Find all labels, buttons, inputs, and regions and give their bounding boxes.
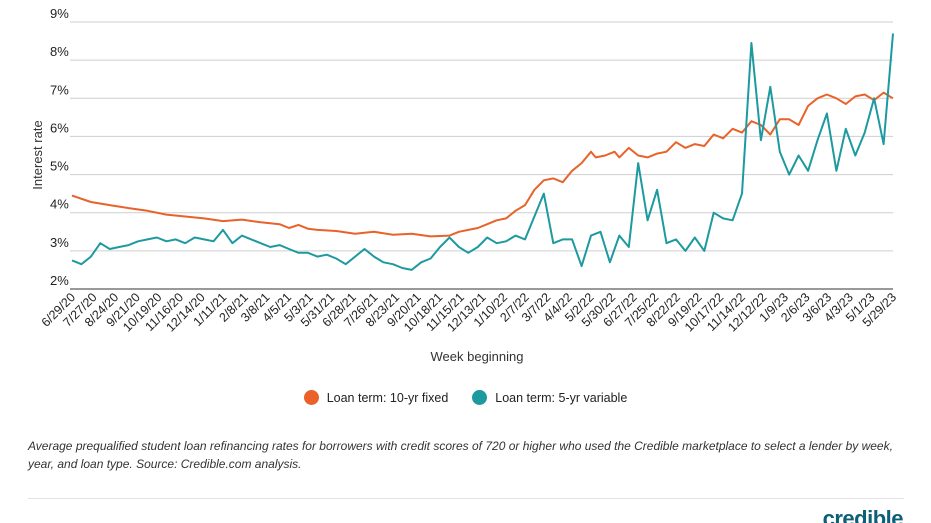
y-axis-title: Interest rate: [30, 120, 45, 189]
footer-divider: [28, 498, 904, 499]
y-tick-label: 6%: [50, 120, 69, 135]
y-tick-label: 2%: [50, 273, 69, 288]
x-axis-ticks: 6/29/207/27/208/24/209/21/2010/19/2011/1…: [39, 290, 899, 334]
y-tick-label: 8%: [50, 44, 69, 59]
legend-item-variable[interactable]: Loan term: 5-yr variable: [472, 390, 627, 405]
y-tick-label: 5%: [50, 159, 69, 174]
x-axis-title: Week beginning: [431, 349, 524, 364]
legend-item-fixed[interactable]: Loan term: 10-yr fixed: [303, 390, 449, 405]
y-tick-label: 4%: [50, 197, 69, 212]
y-tick-label: 7%: [50, 82, 69, 97]
series-lines: [71, 33, 894, 271]
credible-logo: credible: [822, 506, 903, 523]
gridlines: [70, 21, 893, 290]
legend-swatch-fixed: [303, 390, 319, 405]
y-tick-label: 3%: [50, 235, 69, 250]
series-line-10yr-fixed: [71, 91, 894, 238]
legend-label-variable: Loan term: 5-yr variable: [495, 390, 628, 405]
legend-label-fixed: Loan term: 10-yr fixed: [326, 390, 449, 405]
legend-swatch-variable: [472, 390, 488, 405]
chart-caption: Average prequalified student loan refina…: [28, 439, 893, 471]
series-line-5yr-variable: [71, 33, 894, 271]
y-tick-label: 9%: [50, 6, 69, 21]
line-chart: 2% 3% 4% 5% 6% 7% 8% 9% 6/29/207/27/208/24/209/…: [30, 6, 899, 364]
y-axis-ticks: 2% 3% 4% 5% 6% 7% 8% 9%: [50, 6, 69, 288]
chart-legend: Loan term: 10-yr fixed Loan term: 5-yr v…: [0, 390, 931, 405]
